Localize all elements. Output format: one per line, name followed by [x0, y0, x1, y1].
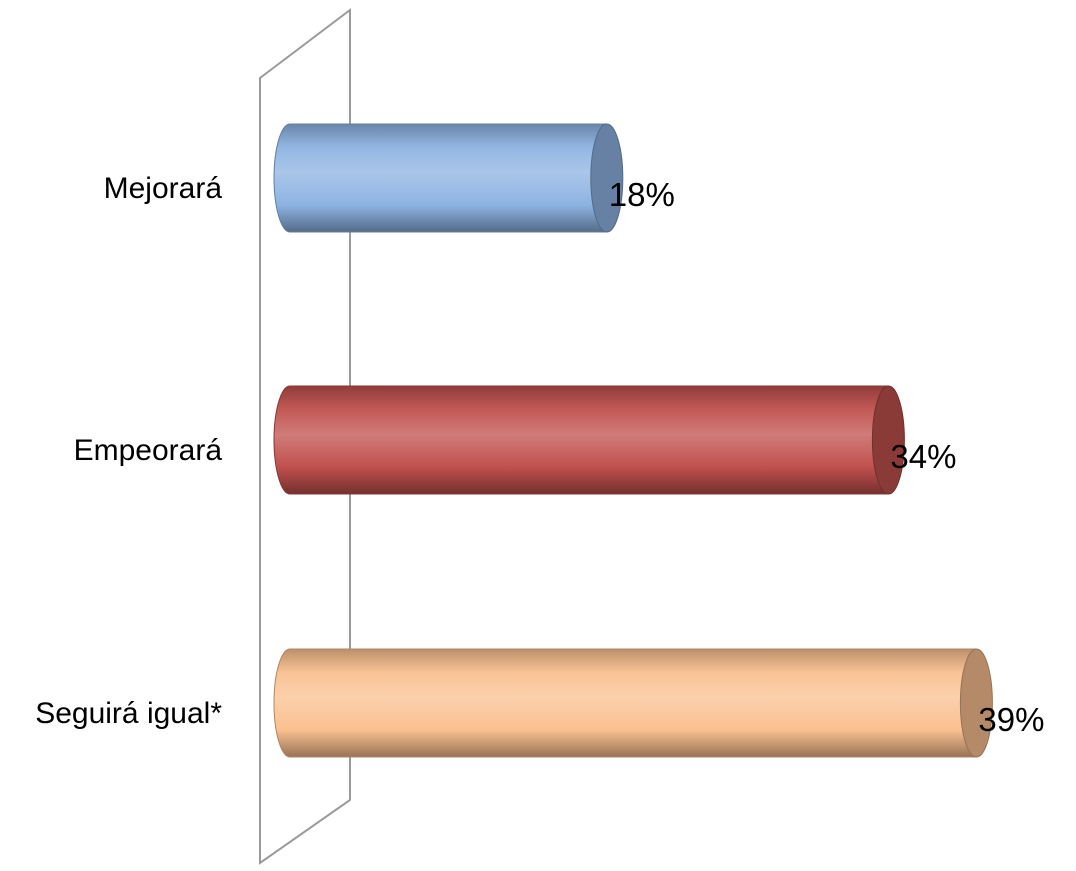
bar-body [273, 648, 977, 758]
bar-end-cap [959, 648, 993, 758]
category-label: Empeorará [74, 434, 223, 467]
bars-group [273, 123, 993, 758]
category-label: Mejorará [104, 172, 223, 205]
bar-body [273, 123, 608, 233]
category-label: Seguirá igual* [35, 697, 222, 730]
axis-wall [259, 7, 351, 865]
bar-body [273, 385, 889, 495]
value-label: 18% [609, 176, 675, 213]
bar-1 [273, 123, 624, 233]
axis-wall-panel [259, 7, 351, 865]
value-label: 34% [890, 438, 956, 475]
bar-2 [273, 385, 905, 495]
bar-end-cap [871, 385, 905, 495]
bar-3 [273, 648, 993, 758]
labels-group: Mejorará 18% Empeorará 34% Seguirá igual* 39% [35, 172, 1044, 738]
bar-end-cap [590, 123, 624, 233]
value-label: 39% [978, 701, 1044, 738]
